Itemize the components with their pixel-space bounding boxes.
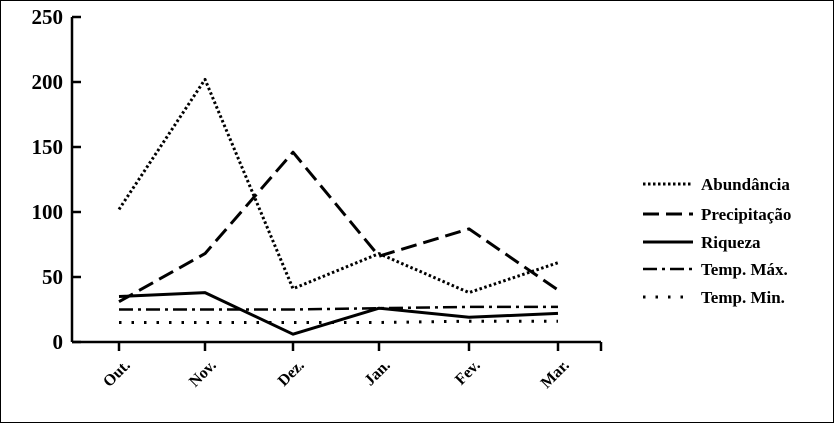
series-line-2 xyxy=(118,291,559,336)
y-tick-label: 250 xyxy=(32,5,64,29)
series-line-3 xyxy=(119,305,558,311)
y-tick-label: 150 xyxy=(32,135,64,159)
legend-label-0: Abundância xyxy=(701,175,790,194)
legend-label-2: Riqueza xyxy=(701,233,761,252)
x-tick-label: Fev. xyxy=(452,357,484,389)
series-line-1 xyxy=(118,150,559,304)
legend-label-1: Precipitação xyxy=(701,205,791,224)
y-tick-label: 100 xyxy=(32,200,64,224)
y-tick-label: 0 xyxy=(53,330,64,354)
axes xyxy=(70,17,601,344)
x-tick-label: Mar. xyxy=(538,357,573,392)
x-ticks: Out. Nov. Dez. Jan. Fev. Mar. xyxy=(100,342,603,392)
y-tick-label: 50 xyxy=(42,265,63,289)
series-line-0 xyxy=(117,77,559,295)
legend-label-3: Temp. Máx. xyxy=(701,260,788,279)
legend: Abundância Precipitação Riqueza Temp. Máx. T… xyxy=(643,175,791,307)
legend-label-4: Temp. Min. xyxy=(701,288,785,307)
x-tick-label: Nov. xyxy=(186,357,220,391)
series-line-4 xyxy=(119,319,558,324)
x-tick-label: Out. xyxy=(100,357,134,391)
series-lines xyxy=(117,77,559,336)
x-tick-label: Jan. xyxy=(361,357,393,389)
x-tick-label: Dez. xyxy=(275,357,308,390)
y-tick-label: 200 xyxy=(32,70,64,94)
y-ticks: 0 50 100 150 200 250 xyxy=(32,5,81,354)
